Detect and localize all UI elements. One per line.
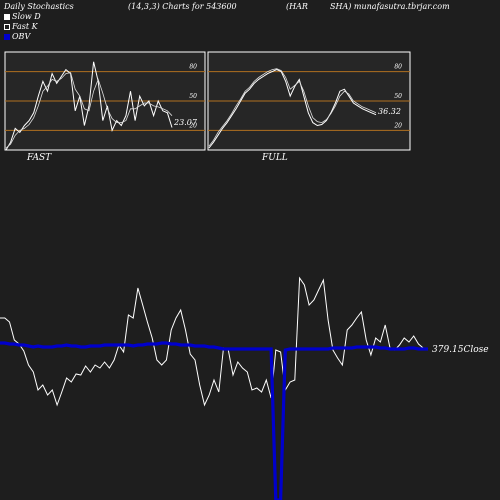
stock-name-part-a: (HAR [286,2,308,11]
chart-title: Daily Stochastics [4,2,74,11]
stock-name-part-b: SHA) munafasutra.tbrjar.com [330,2,450,11]
legend-fast-k: Fast K [4,22,38,31]
full-level-label-50: 50 [394,93,402,100]
legend-slow-d: Slow D [4,12,41,21]
full-level-label-80: 80 [394,64,402,71]
fast-series-fast-k [5,61,173,151]
price-line [0,276,429,407]
full-series-full-d [208,68,377,147]
obv-line [0,341,428,500]
full-panel-title: FULL [262,153,288,163]
fast-level-label-50: 50 [189,93,197,100]
legend-label-slow-d: Slow D [12,12,41,21]
legend-obv: OBV [4,32,30,41]
full-last-value-label: 36.32 [378,107,401,116]
full-level-label-20: 20 [393,122,402,129]
fast-series-slow-d [5,72,173,149]
fast-level-label-20: 20 [188,122,197,129]
full-series-full-k [208,69,377,149]
legend-label-obv: OBV [12,32,31,41]
close-label: 379.15Close [432,345,489,355]
legend-swatch-slow-d [4,13,10,20]
fast-last-value-label: 23.07 [173,118,198,127]
chart-params: (14,3,3) Charts for 543600 [128,2,237,11]
fast-level-label-80: 80 [189,64,197,71]
legend-swatch-obv [4,33,10,40]
legend-label-fast-k: Fast K [12,22,38,31]
legend-swatch-fast-k [4,23,10,30]
fast-panel-title: FAST [27,153,52,163]
